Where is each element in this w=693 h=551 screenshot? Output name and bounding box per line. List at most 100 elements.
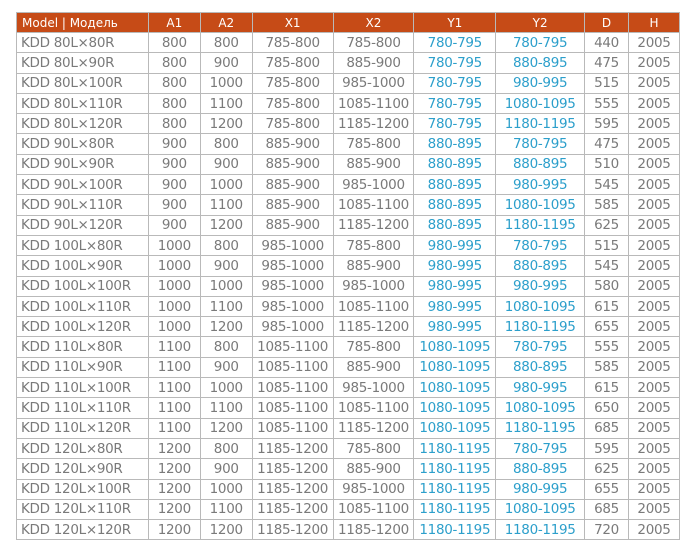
table-cell: 780-795	[495, 336, 586, 358]
table-cell: 1100	[199, 498, 253, 521]
model-cell: KDD 120L×80R	[16, 437, 149, 460]
table-cell: 800	[199, 234, 253, 257]
table-cell: 1100	[199, 194, 253, 216]
table-cell: 2005	[628, 295, 680, 318]
column-header: X2	[332, 12, 415, 33]
table-row: KDD 100L×120R 1000 1200 985-1000 1185-1200 98…	[16, 316, 680, 338]
model-cell: KDD 110L×100R	[16, 377, 149, 399]
table-cell: 1180-1195	[495, 113, 586, 135]
model-cell: KDD 80L×120R	[16, 113, 149, 135]
table-cell: 1080-1095	[495, 498, 586, 521]
table-cell: 1180-1195	[413, 498, 497, 521]
column-header: H	[628, 12, 680, 33]
table-cell: 785-800	[251, 31, 334, 54]
table-cell: 1200	[199, 316, 253, 338]
table-cell: 685	[584, 498, 629, 521]
table-cell: 1080-1095	[413, 417, 497, 439]
table-cell: 1180-1195	[413, 519, 497, 541]
table-row: KDD 120L×100R 1200 1000 1185-1200 985-1000 11…	[16, 478, 680, 500]
table-cell: 880-895	[495, 356, 586, 379]
table-cell: 800	[147, 31, 201, 54]
table-cell: 1200	[147, 458, 201, 480]
dimensions-table: Model | Модель A1 A2 X1 X2 Y1 Y2 D H KDD 80L×80R…	[16, 12, 680, 541]
table-row: KDD 120L×90R 1200 900 1185-1200 885-900 1180-…	[16, 458, 680, 480]
table-cell: 1100	[199, 295, 253, 318]
table-cell: 780-795	[413, 92, 497, 115]
table-cell: 800	[147, 72, 201, 94]
table-cell: 585	[584, 356, 629, 379]
table-row: KDD 80L×100R 800 1000 785-800 985-1000 780-79…	[16, 72, 680, 94]
table-cell: 885-900	[251, 153, 334, 176]
model-cell: KDD 110L×90R	[16, 356, 149, 379]
table-cell: 985-1000	[332, 377, 415, 399]
table-cell: 1000	[199, 72, 253, 94]
table-cell: 1200	[199, 214, 253, 236]
table-cell: 880-895	[413, 133, 497, 155]
table-cell: 1185-1200	[251, 437, 334, 460]
model-cell: KDD 110L×80R	[16, 336, 149, 358]
table-cell: 1100	[147, 377, 201, 399]
table-cell: 980-995	[495, 478, 586, 500]
table-cell: 1200	[199, 417, 253, 439]
table-cell: 980-995	[495, 275, 586, 297]
table-cell: 785-800	[251, 92, 334, 115]
table-cell: 980-995	[495, 72, 586, 94]
table-cell: 780-795	[413, 72, 497, 94]
model-cell: KDD 100L×90R	[16, 255, 149, 277]
table-cell: 655	[584, 478, 629, 500]
table-cell: 785-800	[332, 336, 415, 358]
table-row: KDD 80L×120R 800 1200 785-800 1185-1200 780-7…	[16, 113, 680, 135]
table-cell: 785-800	[332, 437, 415, 460]
model-cell: KDD 90L×120R	[16, 214, 149, 236]
table-row: KDD 100L×80R 1000 800 985-1000 785-800 980-99…	[16, 234, 680, 257]
table-row: KDD 80L×80R 800 800 785-800 785-800 780-795 78…	[16, 31, 680, 54]
model-cell: KDD 90L×100R	[16, 174, 149, 196]
table-cell: 2005	[628, 377, 680, 399]
table-cell: 2005	[628, 397, 680, 419]
table-cell: 1180-1195	[495, 417, 586, 439]
table-cell: 1180-1195	[495, 316, 586, 338]
table-cell: 800	[147, 52, 201, 74]
table-cell: 1100	[147, 336, 201, 358]
table-cell: 2005	[628, 113, 680, 135]
table-cell: 1000	[199, 174, 253, 196]
table-cell: 885-900	[332, 255, 415, 277]
table-cell: 2005	[628, 316, 680, 338]
table-cell: 800	[199, 31, 253, 54]
table-cell: 800	[199, 336, 253, 358]
table-row: KDD 100L×100R 1000 1000 985-1000 985-1000 980…	[16, 275, 680, 297]
table-cell: 2005	[628, 72, 680, 94]
table-cell: 595	[584, 437, 629, 460]
table-row: KDD 110L×80R 1100 800 1085-1100 785-800 1080-…	[16, 336, 680, 358]
table-cell: 515	[584, 234, 629, 257]
table-cell: 1100	[199, 92, 253, 115]
table-cell: 720	[584, 519, 629, 541]
table-cell: 985-1000	[332, 174, 415, 196]
table-cell: 1200	[147, 478, 201, 500]
table-cell: 2005	[628, 31, 680, 54]
table-cell: 510	[584, 153, 629, 176]
table-cell: 980-995	[413, 316, 497, 338]
table-cell: 1100	[147, 397, 201, 419]
column-header: A2	[199, 12, 253, 33]
table-cell: 2005	[628, 519, 680, 541]
table-cell: 1085-1100	[251, 417, 334, 439]
table-cell: 625	[584, 214, 629, 236]
table-cell: 780-795	[495, 133, 586, 155]
table-cell: 985-1000	[332, 478, 415, 500]
table-cell: 1185-1200	[332, 417, 415, 439]
table-cell: 1180-1195	[413, 458, 497, 480]
table-cell: 980-995	[413, 234, 497, 257]
model-cell: KDD 120L×120R	[16, 519, 149, 541]
table-cell: 555	[584, 92, 629, 115]
table-cell: 800	[199, 133, 253, 155]
table-cell: 655	[584, 316, 629, 338]
table-row: KDD 120L×110R 1200 1100 1185-1200 1085-1100 1…	[16, 498, 680, 521]
table-cell: 545	[584, 255, 629, 277]
table-cell: 900	[199, 458, 253, 480]
column-header: D	[584, 12, 629, 33]
table-cell: 900	[147, 174, 201, 196]
table-cell: 1185-1200	[332, 113, 415, 135]
table-cell: 1080-1095	[495, 92, 586, 115]
table-cell: 2005	[628, 174, 680, 196]
